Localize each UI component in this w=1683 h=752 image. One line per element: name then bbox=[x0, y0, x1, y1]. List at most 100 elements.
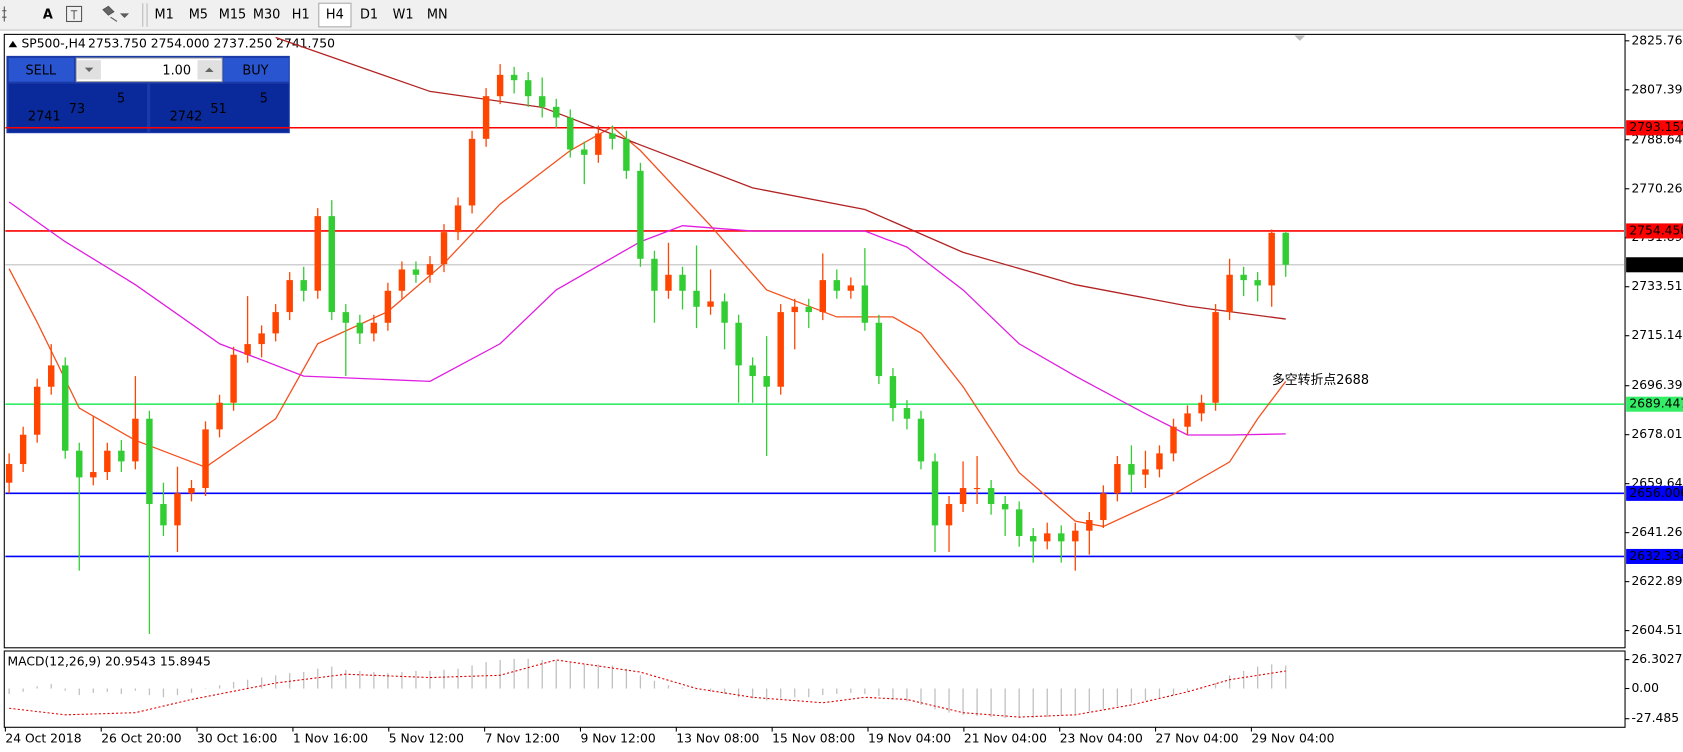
y-tick-label: 2696.390 bbox=[1631, 378, 1683, 392]
candle-body bbox=[19, 434, 27, 465]
bid-fraction: 5 bbox=[117, 91, 125, 106]
macd-bar bbox=[766, 688, 768, 701]
x-tick-label: 7 Nov 12:00 bbox=[485, 732, 560, 746]
candle-body bbox=[959, 488, 967, 505]
level-label: 2741.750 bbox=[1629, 257, 1683, 271]
macd-bar bbox=[1074, 688, 1076, 714]
shift-marker bbox=[1294, 35, 1306, 41]
macd-bar bbox=[429, 670, 431, 689]
macd-bar bbox=[204, 688, 207, 690]
candle-body bbox=[314, 216, 321, 291]
y-tick-label: 2788.640 bbox=[1631, 132, 1683, 146]
candle-body bbox=[90, 472, 97, 478]
candle-body bbox=[693, 290, 700, 307]
x-tick-label: 15 Nov 08:00 bbox=[772, 732, 855, 746]
timeframe-button[interactable]: D1 bbox=[360, 8, 378, 23]
macd-bar bbox=[331, 666, 333, 689]
macd-bar bbox=[850, 688, 852, 693]
candle-body bbox=[216, 402, 223, 430]
macd-signal bbox=[9, 659, 1286, 718]
candle-body bbox=[454, 205, 462, 233]
timeframe-button[interactable]: M1 bbox=[155, 8, 174, 23]
macd-bar bbox=[1116, 688, 1119, 707]
y-tick-label: 2604.515 bbox=[1631, 623, 1683, 637]
macd-bar bbox=[625, 668, 628, 689]
macd-bar bbox=[1088, 688, 1090, 712]
timeframe-button[interactable]: MN bbox=[427, 8, 448, 23]
x-tick-label: 29 Nov 04:00 bbox=[1251, 732, 1334, 746]
annotation: 多空转折点2688 bbox=[1272, 373, 1369, 388]
macd-bar bbox=[569, 662, 571, 689]
timeframe-button[interactable]: M5 bbox=[189, 8, 208, 23]
macd-bar bbox=[555, 661, 557, 689]
timeframe-button[interactable]: H1 bbox=[292, 8, 310, 23]
macd-bar bbox=[78, 688, 80, 696]
ask-box[interactable] bbox=[150, 83, 289, 133]
macd-bar bbox=[878, 688, 880, 697]
macd-bar bbox=[106, 688, 108, 692]
sell-button[interactable] bbox=[8, 58, 75, 82]
timeframe-button[interactable]: M15 bbox=[219, 8, 246, 23]
macd-bar bbox=[190, 688, 193, 693]
text-tool[interactable]: A bbox=[43, 8, 53, 23]
lot-input[interactable] bbox=[75, 57, 223, 83]
bid-box[interactable] bbox=[8, 83, 148, 133]
macd-bar bbox=[836, 688, 838, 695]
macd-bar bbox=[513, 658, 515, 689]
candle-body bbox=[1198, 402, 1205, 414]
candle-body bbox=[230, 354, 237, 403]
candle-body bbox=[1212, 312, 1219, 403]
macd-bar bbox=[583, 664, 585, 689]
timeframe-button[interactable]: M30 bbox=[253, 8, 280, 23]
candle-body bbox=[595, 133, 602, 155]
macd-bar bbox=[1130, 688, 1133, 703]
timeframe-button[interactable]: H4 bbox=[326, 8, 344, 23]
candle-body bbox=[440, 232, 448, 265]
candle-body bbox=[482, 96, 490, 139]
candle-body bbox=[76, 450, 83, 478]
one-click-trading-panel: SELL 1.00 BUY 2741 73 5 2742 51 5 bbox=[6, 55, 290, 134]
collapse-icon[interactable] bbox=[8, 40, 18, 48]
macd-bar bbox=[695, 688, 698, 690]
buy-button[interactable] bbox=[223, 58, 289, 82]
candle-body bbox=[889, 376, 897, 409]
candle-body bbox=[1114, 464, 1121, 494]
icon-objects[interactable] bbox=[102, 5, 130, 22]
macd-bar bbox=[808, 688, 810, 698]
symbol-title: SP500-,H4 bbox=[21, 37, 85, 51]
macd-bar bbox=[1144, 688, 1147, 701]
main-plot-frame bbox=[3, 33, 1626, 649]
ask-pips: 51 bbox=[210, 102, 226, 117]
macd-bar bbox=[232, 681, 235, 689]
macd-bar bbox=[597, 664, 599, 689]
sell-label[interactable]: SELL bbox=[25, 63, 56, 78]
candle-body bbox=[468, 138, 476, 206]
macd-bar bbox=[1228, 675, 1231, 689]
macd-bar bbox=[443, 669, 445, 689]
macd-bar bbox=[471, 665, 473, 689]
buy-label[interactable]: BUY bbox=[242, 63, 268, 78]
candle-body bbox=[272, 312, 279, 334]
candle-body bbox=[1226, 274, 1233, 313]
candle-body bbox=[1128, 464, 1135, 475]
candle-body bbox=[735, 322, 742, 366]
macd-bar bbox=[864, 688, 866, 695]
timeframe-button[interactable]: W1 bbox=[393, 8, 414, 23]
macd-bar bbox=[218, 685, 221, 689]
macd-bar bbox=[1004, 688, 1006, 719]
macd-bar bbox=[64, 688, 66, 691]
candle-body bbox=[286, 280, 293, 313]
candle-body bbox=[763, 376, 770, 387]
macd-bar bbox=[373, 672, 375, 689]
macd-bar bbox=[246, 679, 249, 689]
macd-bar bbox=[751, 688, 754, 699]
candle-body bbox=[567, 117, 574, 150]
candle-body bbox=[917, 418, 925, 462]
candle-body bbox=[679, 274, 686, 291]
candle-body bbox=[777, 312, 784, 387]
lot-value[interactable]: 1.00 bbox=[162, 63, 191, 78]
macd-bar bbox=[990, 688, 992, 718]
macd-bar bbox=[50, 684, 52, 689]
candle-body bbox=[623, 138, 630, 171]
x-tick-label: 24 Oct 2018 bbox=[5, 732, 81, 746]
